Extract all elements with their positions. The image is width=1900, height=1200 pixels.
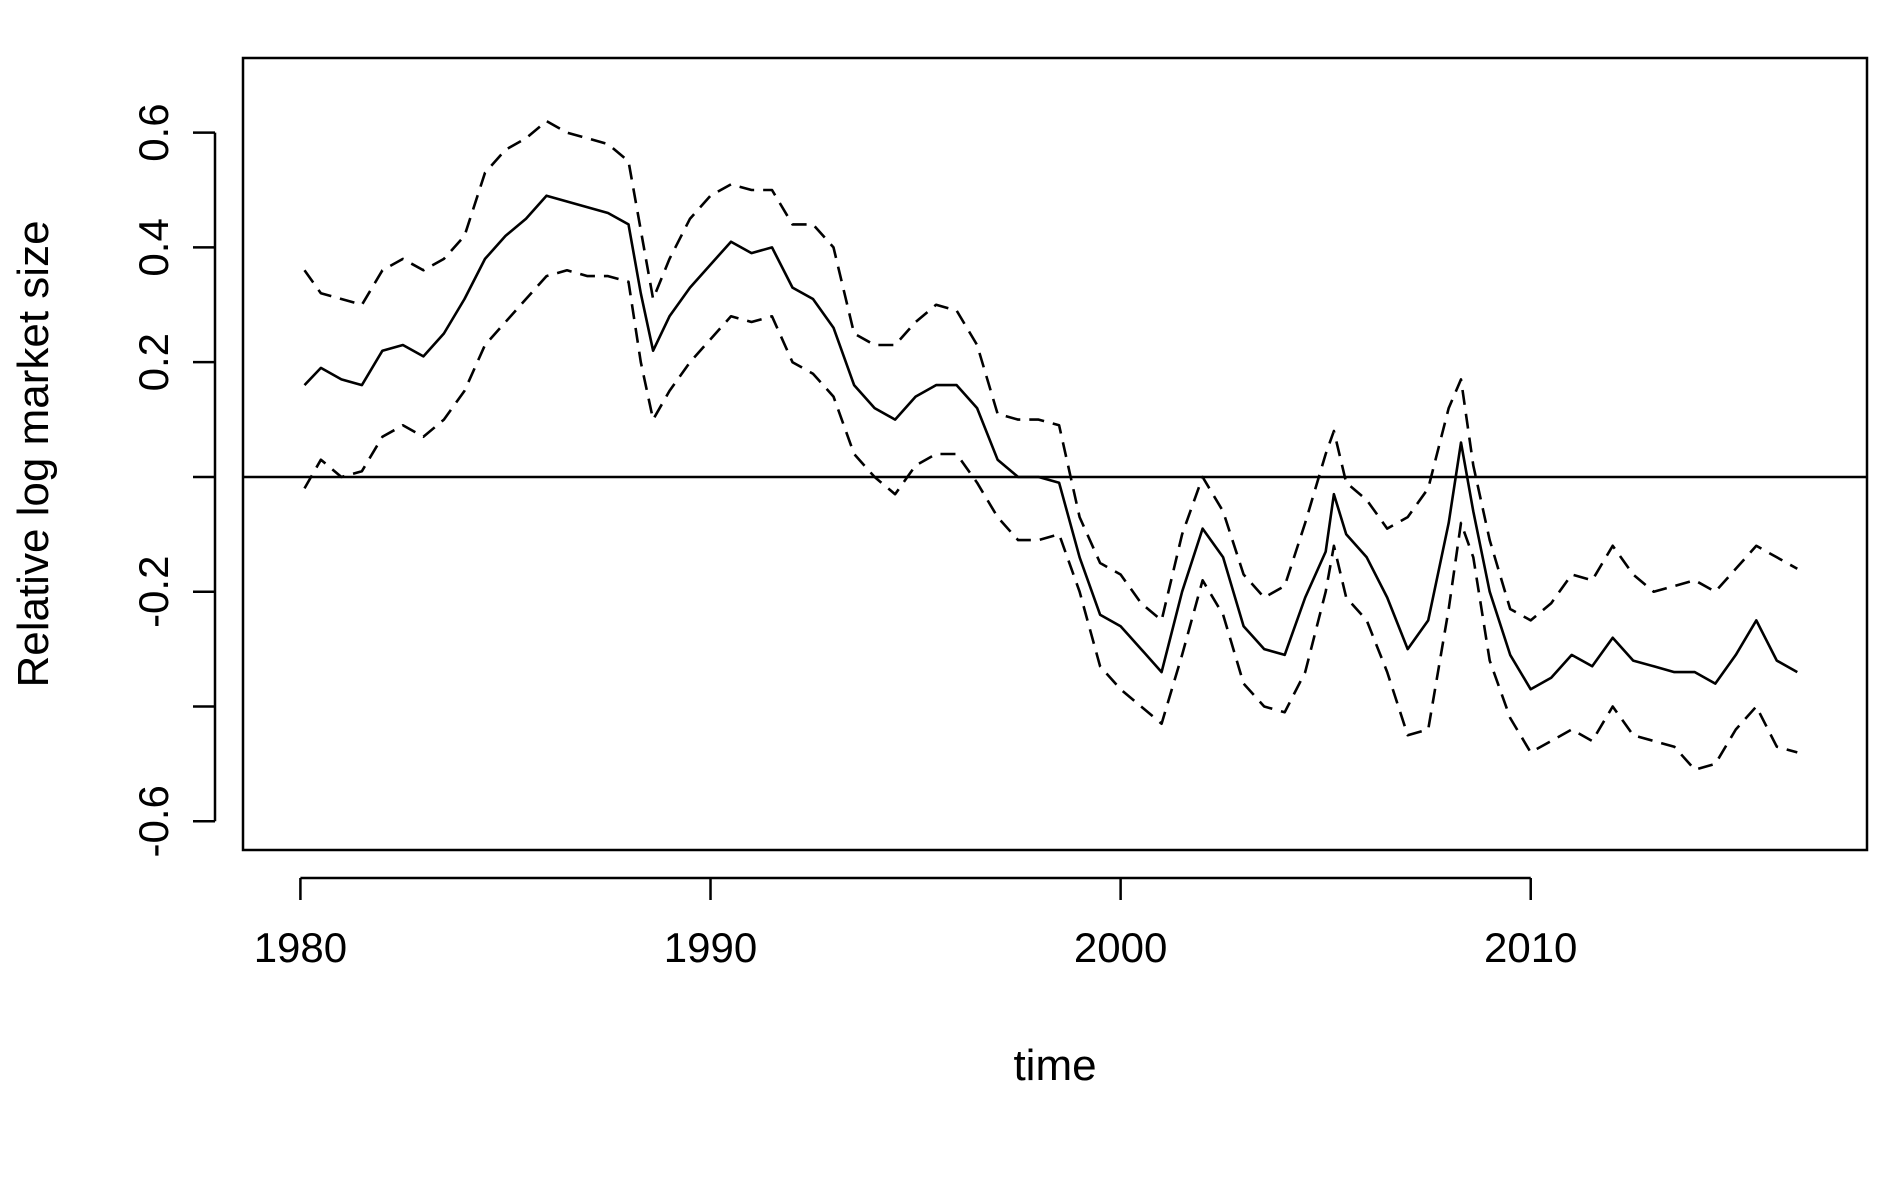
x-tick-label: 2000 <box>1074 924 1167 971</box>
y-tick-label: -0.2 <box>130 556 177 628</box>
x-tick-label: 2010 <box>1484 924 1577 971</box>
x-tick-label: 1980 <box>254 924 347 971</box>
y-tick-label: 0.6 <box>130 103 177 161</box>
x-axis-title: time <box>1013 1041 1096 1090</box>
x-tick-label: 1990 <box>664 924 757 971</box>
y-tick-label: 0.2 <box>130 333 177 391</box>
plot-frame <box>241 56 1869 852</box>
y-axis: -0.6 -0.2 0.2 0.4 0.6 <box>130 103 217 857</box>
series-line-main <box>303 194 1798 691</box>
series-line-band-1 <box>303 119 1798 622</box>
y-tick-label: -0.6 <box>130 785 177 857</box>
y-axis-title: Relative log market size <box>9 220 58 687</box>
x-axis: 1980 1990 2000 2010 <box>254 876 1577 971</box>
series-line-band-2 <box>303 268 1798 772</box>
plot-area <box>243 119 1867 772</box>
y-tick-label: 0.4 <box>130 218 177 276</box>
